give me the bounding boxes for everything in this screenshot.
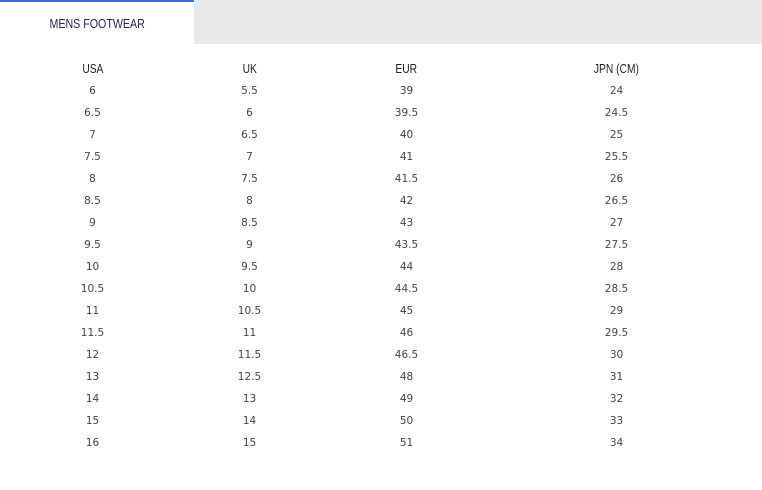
cell-usa: 13 <box>85 371 100 383</box>
table-row: 15 14 50 33 <box>14 410 748 432</box>
header-usa: USA <box>81 62 104 76</box>
cell-eur: 44 <box>399 261 414 273</box>
cell-uk: 9 <box>246 239 253 251</box>
cell-eur: 41.5 <box>394 173 419 185</box>
cell-uk: 10.5 <box>237 305 262 317</box>
cell-uk: 6 <box>246 107 253 119</box>
cell-eur: 39 <box>399 85 414 97</box>
cell-usa: 6.5 <box>84 107 101 119</box>
cell-jpn: 24.5 <box>604 107 629 119</box>
cell-uk: 7.5 <box>241 173 258 185</box>
cell-uk: 15 <box>242 437 257 449</box>
table-row: 6 5.5 39 24 <box>14 80 748 102</box>
cell-eur: 41 <box>399 151 414 163</box>
cell-eur: 44.5 <box>394 283 419 295</box>
table-row: 12 11.5 46.5 30 <box>14 344 748 366</box>
table-row: 10 9.5 44 28 <box>14 256 748 278</box>
cell-jpn: 29 <box>609 305 624 317</box>
cell-usa: 8 <box>89 173 96 185</box>
tab-mens-footwear[interactable]: MENS FOOTWEAR <box>0 0 194 44</box>
cell-usa: 7.5 <box>84 151 101 163</box>
cell-uk: 9.5 <box>241 261 258 273</box>
table-row: 11.5 11 46 29.5 <box>14 322 748 344</box>
table-row: 9.5 9 43.5 27.5 <box>14 234 748 256</box>
cell-jpn: 26 <box>609 173 624 185</box>
cell-uk: 6.5 <box>241 129 258 141</box>
table-row: 6.5 6 39.5 24.5 <box>14 102 748 124</box>
cell-usa: 10 <box>85 261 100 273</box>
cell-usa: 6 <box>89 85 96 97</box>
cell-uk: 12.5 <box>237 371 262 383</box>
cell-uk: 13 <box>242 393 257 405</box>
cell-eur: 43 <box>399 217 414 229</box>
cell-jpn: 34 <box>609 437 624 449</box>
cell-eur: 43.5 <box>394 239 419 251</box>
cell-usa: 15 <box>85 415 100 427</box>
cell-jpn: 30 <box>609 349 624 361</box>
cell-usa: 16 <box>85 437 100 449</box>
table-row: 9 8.5 43 27 <box>14 212 748 234</box>
cell-uk: 5.5 <box>241 85 258 97</box>
cell-jpn: 29.5 <box>604 327 629 339</box>
cell-jpn: 27.5 <box>604 239 629 251</box>
cell-usa: 12 <box>85 349 100 361</box>
cell-eur: 50 <box>399 415 414 427</box>
table-row: 8.5 8 42 26.5 <box>14 190 748 212</box>
cell-uk: 8 <box>246 195 253 207</box>
table-row: 13 12.5 48 31 <box>14 366 748 388</box>
cell-uk: 7 <box>246 151 253 163</box>
cell-eur: 49 <box>399 393 414 405</box>
cell-jpn: 28 <box>609 261 624 273</box>
cell-jpn: 25 <box>609 129 624 141</box>
header-jpn: JPN (CM) <box>593 62 639 76</box>
table-row: 16 15 51 34 <box>14 432 748 454</box>
table-row: 11 10.5 45 29 <box>14 300 748 322</box>
tab-bar: MENS FOOTWEAR <box>0 0 762 44</box>
cell-eur: 46.5 <box>394 349 419 361</box>
cell-usa: 9.5 <box>84 239 101 251</box>
table-row: 14 13 49 32 <box>14 388 748 410</box>
cell-usa: 8.5 <box>84 195 101 207</box>
cell-usa: 11 <box>85 305 100 317</box>
cell-jpn: 28.5 <box>604 283 629 295</box>
cell-usa: 7 <box>89 129 96 141</box>
cell-jpn: 25.5 <box>604 151 629 163</box>
cell-eur: 45 <box>399 305 414 317</box>
cell-eur: 40 <box>399 129 414 141</box>
cell-eur: 48 <box>399 371 414 383</box>
cell-uk: 10 <box>242 283 257 295</box>
cell-eur: 46 <box>399 327 414 339</box>
table-row: 7 6.5 40 25 <box>14 124 748 146</box>
size-chart-table: USA UK EUR JPN (CM) 6 5.5 39 24 6.5 6 39.5 24.5… <box>14 58 748 454</box>
table-row: 8 7.5 41.5 26 <box>14 168 748 190</box>
cell-usa: 11.5 <box>80 327 105 339</box>
cell-usa: 14 <box>85 393 100 405</box>
cell-uk: 11 <box>242 327 257 339</box>
cell-uk: 14 <box>242 415 257 427</box>
cell-usa: 9 <box>89 217 96 229</box>
cell-uk: 8.5 <box>241 217 258 229</box>
tab-bar-empty-area <box>194 0 762 44</box>
tab-label: MENS FOOTWEAR <box>49 15 145 31</box>
table-row: 7.5 7 41 25.5 <box>14 146 748 168</box>
table-row: 10.5 10 44.5 28.5 <box>14 278 748 300</box>
cell-jpn: 27 <box>609 217 624 229</box>
cell-usa: 10.5 <box>80 283 105 295</box>
header-row: USA UK EUR JPN (CM) <box>14 58 748 80</box>
cell-jpn: 26.5 <box>604 195 629 207</box>
cell-eur: 39.5 <box>394 107 419 119</box>
cell-eur: 51 <box>399 437 414 449</box>
cell-jpn: 31 <box>609 371 624 383</box>
header-eur: EUR <box>395 62 418 76</box>
cell-eur: 42 <box>399 195 414 207</box>
cell-jpn: 33 <box>609 415 624 427</box>
cell-jpn: 32 <box>609 393 624 405</box>
cell-jpn: 24 <box>609 85 624 97</box>
cell-uk: 11.5 <box>237 349 262 361</box>
header-uk: UK <box>242 62 257 76</box>
